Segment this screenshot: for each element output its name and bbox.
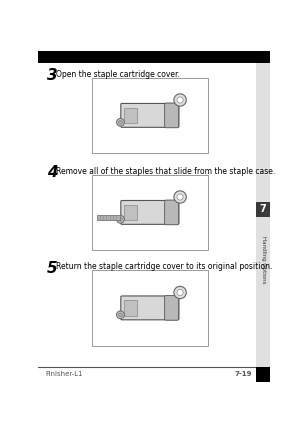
Bar [256,202,270,217]
FancyBboxPatch shape [165,296,178,320]
Circle shape [174,94,186,106]
Circle shape [118,313,122,317]
Circle shape [174,286,186,299]
Text: 7: 7 [260,204,266,214]
Circle shape [116,311,124,319]
Bar [256,63,270,382]
FancyBboxPatch shape [121,296,179,320]
FancyBboxPatch shape [121,103,179,127]
Text: 7-19: 7-19 [235,372,252,378]
FancyBboxPatch shape [121,200,179,224]
Text: 3: 3 [47,68,57,83]
Text: 5: 5 [47,261,57,276]
Text: Finisher-L1: Finisher-L1 [45,372,83,378]
Text: Return the staple cartridge cover to its original position.: Return the staple cartridge cover to its… [56,263,272,272]
Bar [256,367,270,382]
Bar [124,108,137,123]
Circle shape [116,118,124,126]
Circle shape [177,290,183,296]
Bar [92,78,208,153]
FancyBboxPatch shape [165,103,178,128]
Bar [97,215,120,220]
Text: Handling Options: Handling Options [260,236,266,283]
Bar [124,205,137,220]
FancyBboxPatch shape [165,200,178,225]
Text: Remove all of the staples that slide from the staple case.: Remove all of the staples that slide fro… [56,167,275,176]
Circle shape [118,218,122,221]
Bar [92,175,208,250]
Text: Open the staple cartridge cover.: Open the staple cartridge cover. [56,70,180,79]
Text: 4: 4 [47,166,57,181]
Circle shape [118,121,122,124]
Circle shape [116,215,124,223]
Bar [92,270,208,346]
Circle shape [177,97,183,103]
Bar [124,300,137,316]
Circle shape [177,194,183,200]
Circle shape [174,191,186,203]
Bar [38,51,270,63]
